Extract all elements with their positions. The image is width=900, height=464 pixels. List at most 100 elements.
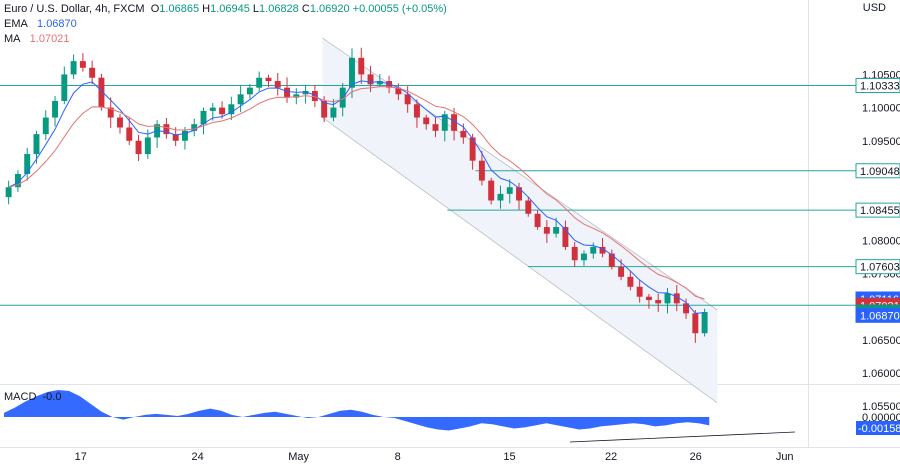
- candle-body: [5, 187, 12, 198]
- candle-body: [395, 87, 402, 95]
- candle-body: [219, 107, 226, 115]
- x-tick-label: 26: [690, 451, 702, 463]
- candle-body: [608, 253, 615, 267]
- candle-body: [321, 100, 328, 118]
- ma-line: [8, 86, 705, 300]
- candle-body: [571, 246, 578, 261]
- candle-body: [525, 200, 532, 214]
- x-tick-label: 24: [191, 451, 203, 463]
- candle-body: [256, 77, 263, 88]
- price-tag: [855, 307, 900, 323]
- currency-label: USD: [862, 2, 886, 14]
- price-tag-label: 1.09048: [860, 166, 900, 178]
- y-tick-label: 1.08000: [862, 235, 900, 247]
- candle-body: [497, 193, 504, 201]
- low-value: 1.06828: [259, 3, 299, 15]
- candle-body: [339, 87, 346, 108]
- x-tick-label: 22: [605, 451, 617, 463]
- candle-body: [441, 114, 448, 131]
- channel-lower-line: [322, 117, 718, 404]
- candle-body: [469, 137, 476, 161]
- candle-body: [163, 124, 170, 135]
- close-value: 1.06920: [309, 3, 350, 15]
- macd-value: -0.0: [42, 391, 62, 403]
- candle-body: [404, 94, 411, 105]
- candle-body: [246, 87, 253, 95]
- candle-body: [543, 227, 550, 234]
- change-value: +0.00055 (+0.05%): [352, 3, 447, 15]
- macd-divergence-line: [569, 431, 796, 443]
- candle-body: [144, 137, 151, 155]
- candle-body: [655, 300, 662, 304]
- candle-body: [516, 187, 522, 201]
- candle-body: [506, 187, 513, 194]
- candle-body: [181, 130, 188, 141]
- channel-upper-line: [322, 37, 718, 311]
- candle-body: [89, 67, 96, 78]
- candle-body: [590, 246, 597, 254]
- x-tick-label: May: [288, 451, 309, 463]
- candle-body: [293, 94, 300, 98]
- candle-body: [692, 313, 699, 334]
- y-tick-label: 1.05500: [862, 401, 900, 413]
- y-tick-label: 1.06000: [862, 368, 900, 380]
- symbol-title: Euro / U.S. Dollar, 4h, FXCM: [4, 3, 145, 15]
- close-label: C: [301, 3, 310, 15]
- candle-body: [358, 57, 365, 75]
- candle-body: [265, 77, 272, 82]
- price-tag: [855, 77, 900, 93]
- candle-body: [673, 293, 680, 304]
- candle-body: [330, 107, 337, 118]
- candle-body: [451, 114, 458, 131]
- low-label: L: [252, 3, 260, 15]
- candle-body: [172, 134, 179, 141]
- price-tag-label: 1.08455: [860, 205, 900, 217]
- candle-body: [664, 293, 671, 304]
- y-tick-label: 1.10000: [862, 103, 900, 115]
- candle-body: [627, 276, 634, 287]
- high-value: 1.06945: [210, 3, 250, 15]
- candle-body: [228, 104, 235, 115]
- candle-body: [79, 61, 86, 68]
- candle-body: [683, 303, 690, 314]
- candle-body: [107, 107, 114, 118]
- high-label: H: [202, 3, 211, 15]
- x-tick-label: 17: [75, 451, 87, 463]
- candle-body: [460, 130, 467, 138]
- candle-body: [581, 253, 587, 261]
- macd-area: [4, 389, 710, 431]
- x-tick-label: 8: [395, 451, 401, 463]
- macd-legend: MACD -0.0: [4, 391, 61, 403]
- price-tag-label: 1.07603: [860, 262, 900, 274]
- macd-label: MACD: [4, 391, 37, 403]
- candle-body: [209, 107, 216, 111]
- candle-body: [599, 246, 606, 254]
- candle-body: [701, 311, 708, 334]
- y-tick-label: 1.09500: [862, 136, 900, 148]
- candle-body: [636, 286, 643, 297]
- chart-legend: Euro / U.S. Dollar, 4h, FXCM O1.06865 H1…: [4, 2, 447, 47]
- candle-body: [553, 227, 560, 234]
- candle-body: [311, 91, 318, 101]
- open-value: 1.06865: [159, 3, 200, 15]
- candle-body: [126, 127, 133, 141]
- ema-label: EMA: [4, 18, 28, 30]
- candle-body: [70, 61, 77, 75]
- open-label: O: [150, 3, 160, 15]
- price-tag: [855, 163, 900, 179]
- candle-body: [413, 104, 420, 118]
- candle-body: [562, 227, 569, 247]
- price-tag-label: 1.10333: [860, 80, 900, 92]
- macd-value-tag-label: -0.00158: [858, 423, 900, 435]
- candle-body: [284, 87, 290, 98]
- candle-body: [191, 124, 198, 131]
- candle-body: [645, 296, 652, 301]
- channel-fill: [322, 37, 718, 403]
- x-tick-label: Jun: [776, 451, 794, 463]
- candle-body: [14, 173, 21, 188]
- y-tick-label: 1.06500: [862, 335, 900, 347]
- ma-label: MA: [4, 33, 21, 45]
- macd-value-tag: [856, 421, 900, 435]
- candle-body: [618, 266, 625, 277]
